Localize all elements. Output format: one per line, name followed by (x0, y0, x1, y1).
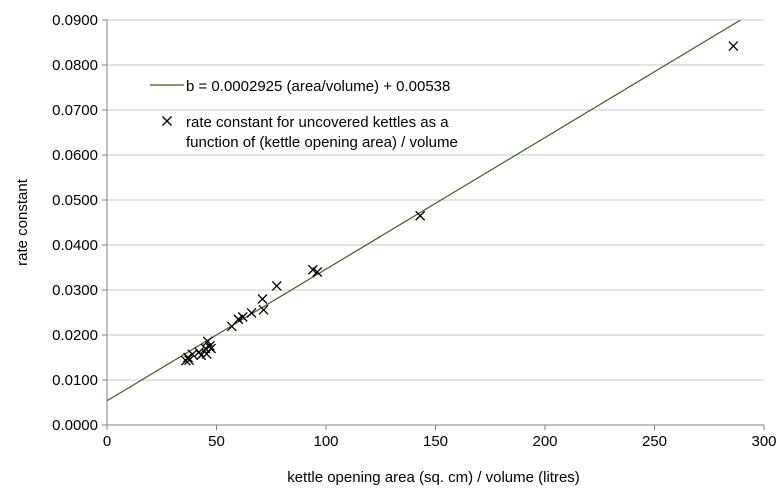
data-point (237, 312, 248, 322)
x-axis-title: kettle opening area (sq. cm) / volume (l… (287, 469, 580, 486)
data-point (204, 340, 215, 351)
legend: b = 0.0002925 (area/volume) + 0.00538 ra… (150, 78, 458, 151)
x-tick-label: 100 (313, 433, 338, 450)
legend-fit-line-label: b = 0.0002925 (area/volume) + 0.00538 (186, 78, 450, 95)
legend-x-marker-icon (162, 116, 172, 126)
data-point (187, 349, 198, 360)
y-tick-label: 0.0000 (52, 417, 98, 434)
y-tick-label: 0.0100 (52, 372, 98, 389)
y-tick-label: 0.0800 (52, 57, 98, 74)
grid-lines (107, 19, 764, 381)
x-tick-label: 150 (423, 433, 448, 450)
data-point (257, 294, 268, 304)
y-tick-label: 0.0200 (52, 327, 98, 344)
data-point (312, 267, 323, 277)
data-point (206, 343, 216, 354)
data-point (728, 41, 739, 52)
data-point (271, 280, 282, 291)
y-tick-label: 0.0700 (52, 102, 98, 119)
data-point (201, 348, 212, 359)
data-points (180, 41, 739, 366)
y-tick-label: 0.0400 (52, 237, 98, 254)
y-axis-title: rate constant (14, 178, 31, 266)
tick-labels: 0.0000 0.0100 0.0200 0.0300 0.0400 0.0500 0.06… (52, 12, 776, 450)
legend-scatter-label-line-1: rate constant for uncovered kettles as a (186, 114, 449, 131)
x-tick-label: 50 (208, 433, 225, 450)
x-tick-label: 200 (532, 433, 557, 450)
legend-x-marker (162, 116, 172, 126)
x-tick-label: 250 (642, 433, 667, 450)
y-tick-label: 0.0600 (52, 147, 98, 164)
x-tick-label: 300 (751, 433, 776, 450)
y-tick-label: 0.0300 (52, 282, 98, 299)
data-point (258, 304, 269, 315)
legend-scatter-label-line-2: function of (kettle opening area) / volu… (186, 134, 458, 151)
data-point (183, 352, 193, 363)
data-point (415, 210, 426, 221)
y-tick-label: 0.0500 (52, 192, 98, 209)
data-point (246, 307, 257, 318)
y-tick-label: 0.0900 (52, 12, 98, 29)
data-point (184, 355, 195, 366)
x-tick-label: 0 (103, 433, 111, 450)
